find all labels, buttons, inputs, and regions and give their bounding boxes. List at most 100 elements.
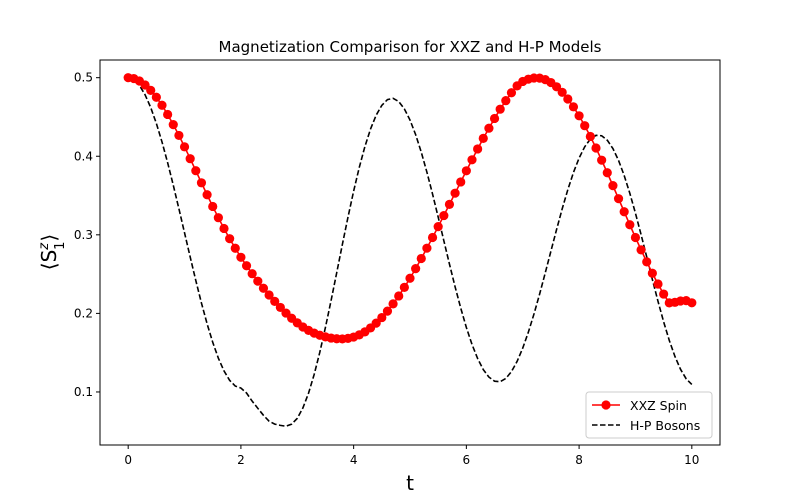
xxz-spin-point — [563, 94, 573, 104]
legend: XXZ Spin H-P Bosons — [585, 391, 713, 439]
xxz-spin-point — [394, 291, 404, 301]
xxz-spin-point — [501, 96, 511, 106]
legend-box — [585, 391, 713, 439]
xxz-spin-point — [625, 220, 635, 230]
xxz-spin-point — [489, 113, 500, 124]
xxz-spin-point — [619, 207, 629, 217]
x-tick-label: 2 — [237, 453, 245, 467]
y-axis-ticks: 0.1 0.2 0.3 0.4 0.5 — [74, 71, 100, 399]
xxz-spin-point — [687, 298, 697, 308]
xxz-spin-point — [196, 178, 207, 188]
y-tick-label: 0.4 — [74, 149, 93, 163]
y-tick-label: 0.3 — [74, 228, 93, 242]
xxz-spin-point — [653, 279, 663, 289]
xxz-spin-point — [275, 302, 285, 313]
xxz-spin-point — [416, 253, 426, 264]
plot-area-frame — [99, 59, 721, 446]
y-axis-label-main: ⟨S — [37, 250, 61, 271]
x-tick-label: 10 — [684, 453, 699, 467]
xxz-spin-point — [484, 123, 494, 133]
xxz-spin-point — [377, 312, 387, 323]
xxz-spin-point — [253, 276, 263, 286]
xxz-spin-point — [382, 306, 393, 316]
xxz-spin-point — [168, 119, 178, 130]
xxz-spin-point — [185, 154, 195, 164]
xxz-spin-point — [191, 166, 201, 176]
legend-hp-label: H-P Bosons — [630, 418, 700, 433]
xxz-spin-point — [371, 318, 381, 328]
xxz-spin-point — [608, 181, 618, 191]
xxz-spin-point — [241, 261, 252, 271]
xxz-spin-point — [580, 121, 590, 131]
y-axis-label-end: ⟩ — [37, 234, 61, 242]
y-axis-label-subscript: 1 — [53, 242, 68, 250]
data-layer — [123, 73, 697, 428]
xxz-spin-point — [399, 282, 409, 292]
xxz-spin-point — [247, 269, 257, 279]
x-tick-label: 0 — [124, 453, 132, 467]
xxz-spin-point — [636, 245, 646, 255]
xxz-spin-point — [225, 234, 235, 244]
xxz-spin-point — [157, 100, 167, 110]
legend-xxz-marker — [601, 400, 611, 410]
xxz-spin-point — [602, 168, 612, 178]
xxz-spin-point — [151, 92, 161, 102]
xxz-spin-point — [647, 268, 657, 278]
xxz-spin-point — [591, 143, 601, 153]
xxz-spin-point — [456, 177, 466, 187]
xxz-spin-point — [506, 88, 517, 98]
xxz-spin-point — [659, 289, 669, 299]
xxz-spin-point — [258, 283, 269, 293]
xxz-spin-point — [179, 142, 190, 152]
xxz-spin-point — [405, 273, 415, 283]
xxz-spin-point — [461, 166, 471, 176]
xxz-spin-point — [422, 243, 432, 253]
xxz-spin-point — [597, 155, 607, 165]
xxz-spin-point — [574, 111, 584, 121]
xxz-spin-point — [613, 194, 624, 204]
xxz-spin-point — [202, 190, 212, 200]
xxz-spin-point — [467, 155, 477, 165]
chart-title: Magnetization Comparison for XXZ and H-P… — [219, 38, 602, 56]
xxz-spin-point — [264, 290, 274, 300]
xxz-spin-point — [388, 299, 398, 309]
legend-xxz-label: XXZ Spin — [630, 398, 687, 413]
xxz-spin-point — [444, 199, 455, 210]
y-axis-label-superscript: z — [37, 242, 52, 251]
xxz-spin-point — [478, 133, 488, 144]
xxz-spin-point — [495, 104, 505, 114]
x-axis-ticks: 0 2 4 6 8 10 — [124, 445, 699, 467]
xxz-spin-point — [230, 243, 240, 253]
xxz-spin-point — [551, 82, 562, 92]
xxz-spin-point — [270, 296, 280, 306]
xxz-spin-point — [163, 109, 173, 120]
xxz-spin-point — [427, 232, 438, 243]
xxz-spin-point — [642, 257, 652, 267]
xxz-spin-point — [433, 222, 443, 232]
xxz-spin-point — [585, 131, 595, 142]
y-axis-label: ⟨Sz1⟩ — [37, 234, 68, 270]
hp-bosons-line — [127, 76, 693, 428]
xxz-spin-point — [213, 213, 223, 223]
xxz-spin-point — [219, 223, 229, 234]
x-tick-label: 6 — [463, 453, 471, 467]
xxz-spin-point — [473, 144, 483, 154]
y-tick-label: 0.1 — [74, 385, 93, 399]
x-tick-label: 4 — [350, 453, 358, 467]
xxz-spin-point — [439, 210, 449, 221]
xxz-spin-point — [174, 130, 184, 141]
xxz-spin-point — [236, 252, 246, 262]
y-tick-label: 0.2 — [74, 306, 93, 320]
xxz-spin-point — [557, 87, 567, 97]
xxz-spin-point — [208, 201, 218, 212]
xxz-spin-point — [450, 188, 460, 198]
xxz-spin-point — [568, 102, 579, 112]
xxz-spin-point — [146, 85, 156, 96]
y-tick-label: 0.5 — [74, 71, 93, 85]
xxz-spin-point — [411, 264, 421, 274]
xxz-spin-point — [630, 232, 641, 243]
x-axis-label: t — [406, 471, 414, 495]
x-tick-label: 8 — [575, 453, 583, 467]
